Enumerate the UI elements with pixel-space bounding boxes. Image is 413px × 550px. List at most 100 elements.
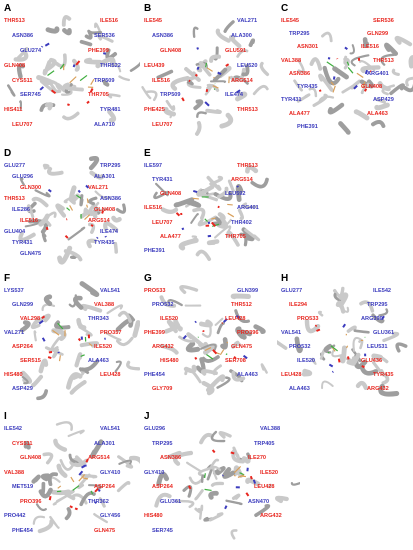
residue-stick	[205, 88, 209, 93]
ribbon-segment	[67, 226, 86, 241]
residue-label: LEU531	[367, 344, 388, 350]
ribbon-segment	[241, 202, 258, 209]
ligand-bond	[345, 345, 349, 349]
residue-label: CYS511	[12, 77, 33, 84]
residue-label: ILE520	[297, 358, 316, 364]
residue-stick	[85, 184, 90, 189]
ribbon-segment	[203, 343, 218, 355]
residue-label: GLU404	[4, 229, 26, 235]
ribbon-segment	[200, 343, 217, 351]
ribbon-segment	[104, 331, 122, 342]
ribbon-segment	[339, 345, 347, 364]
residue-label: ILE516	[20, 218, 39, 224]
ribbon-segment	[51, 489, 71, 496]
residue-label: GLU436	[361, 358, 383, 364]
ligand-bond	[79, 74, 88, 82]
ribbon-segment	[360, 82, 370, 95]
ribbon-segment	[360, 65, 381, 74]
ligand-bond	[47, 70, 55, 76]
ribbon-segment	[40, 219, 52, 227]
ribbon-segment	[200, 474, 206, 483]
residue-stick	[196, 47, 199, 50]
ribbon-segment	[42, 452, 54, 465]
ligand-bond	[52, 329, 60, 336]
panel-label: E	[144, 148, 151, 159]
ribbon-segment	[117, 310, 132, 323]
residue-label: GLU361	[373, 330, 395, 336]
ribbon-segment	[55, 203, 67, 218]
residue-label: ILE542	[4, 426, 23, 432]
ribbon-segment	[259, 61, 270, 77]
residue-stick	[223, 318, 228, 323]
ribbon-segment	[200, 369, 218, 376]
residue-label: ILE516	[152, 77, 171, 84]
ribbon-segment	[389, 83, 405, 96]
residue-stick	[81, 465, 85, 469]
ribbon-segment	[69, 380, 87, 395]
protein-structure-g	[159, 285, 268, 396]
ribbon-segment	[79, 39, 93, 47]
ribbon-segment	[97, 34, 114, 43]
residue-label: VAL541	[281, 330, 302, 336]
ribbon-segment	[190, 212, 199, 224]
ribbon-segment	[210, 458, 220, 469]
ribbon-segment	[117, 455, 134, 469]
residue-label: ALA463	[88, 358, 109, 364]
residue-label: PRO532	[289, 344, 311, 350]
residue-label: PRO396	[20, 498, 42, 505]
residue-stick	[67, 103, 70, 107]
ribbon-segment	[107, 93, 121, 99]
ribbon-segment	[159, 343, 179, 355]
residue-label: ILE294	[289, 302, 308, 308]
residue-stick	[69, 505, 73, 509]
residue-label: ILE542	[373, 288, 392, 294]
ribbon-segment	[245, 477, 261, 487]
ribbon-segment	[350, 54, 370, 67]
ribbon-segment	[64, 507, 72, 521]
residue-label: GLU277	[4, 163, 26, 169]
ribbon-segment	[166, 319, 178, 334]
ribbon-segment	[217, 186, 229, 199]
panel-label: J	[144, 411, 150, 422]
ligand-bond	[347, 67, 354, 74]
ribbon-segment	[381, 372, 390, 385]
ribbon-segment	[183, 364, 197, 374]
residue-stick	[221, 474, 224, 477]
ribbon-segment	[55, 82, 67, 93]
panel-a: A THR513 ILE516 ASN386 SER536 GLU274 PHE399 GLN…	[0, 0, 140, 145]
ribbon-segment	[54, 320, 71, 330]
ribbon-segment	[239, 232, 248, 247]
ribbon-segment	[56, 463, 68, 478]
residue-label: LEU520	[237, 62, 258, 69]
ribbon-segment	[235, 184, 244, 202]
ribbon-segment	[216, 321, 225, 335]
residue-label: ILE597	[144, 163, 163, 169]
ribbon-segment	[52, 348, 60, 359]
ribbon-segment	[116, 481, 131, 493]
residue-stick	[75, 60, 81, 66]
ribbon-segment	[358, 339, 364, 350]
ribbon-segment	[55, 421, 73, 431]
ribbon-segment	[141, 86, 152, 100]
residue-label: ASP264	[94, 484, 115, 490]
ribbon-segment	[199, 504, 204, 520]
residue-label: GLU296	[12, 174, 34, 180]
residue-label: PRO532	[152, 302, 174, 308]
ribbon-segment	[215, 28, 231, 43]
ribbon-segment	[64, 83, 73, 94]
ribbon-segment	[222, 467, 236, 479]
ribbon-segment	[40, 473, 51, 482]
ribbon-segment	[18, 231, 36, 242]
ribbon-segment	[188, 476, 204, 485]
ribbon-segment	[408, 55, 413, 69]
ribbon-segment	[52, 495, 67, 506]
ribbon-segment	[309, 57, 323, 71]
residue-stick	[188, 485, 192, 490]
ribbon-segment	[73, 458, 89, 468]
ribbon-segment	[241, 64, 250, 77]
residue-stick	[328, 363, 334, 368]
ribbon-segment	[372, 361, 386, 377]
ribbon-segment	[196, 111, 207, 118]
ribbon-segment	[84, 57, 103, 65]
